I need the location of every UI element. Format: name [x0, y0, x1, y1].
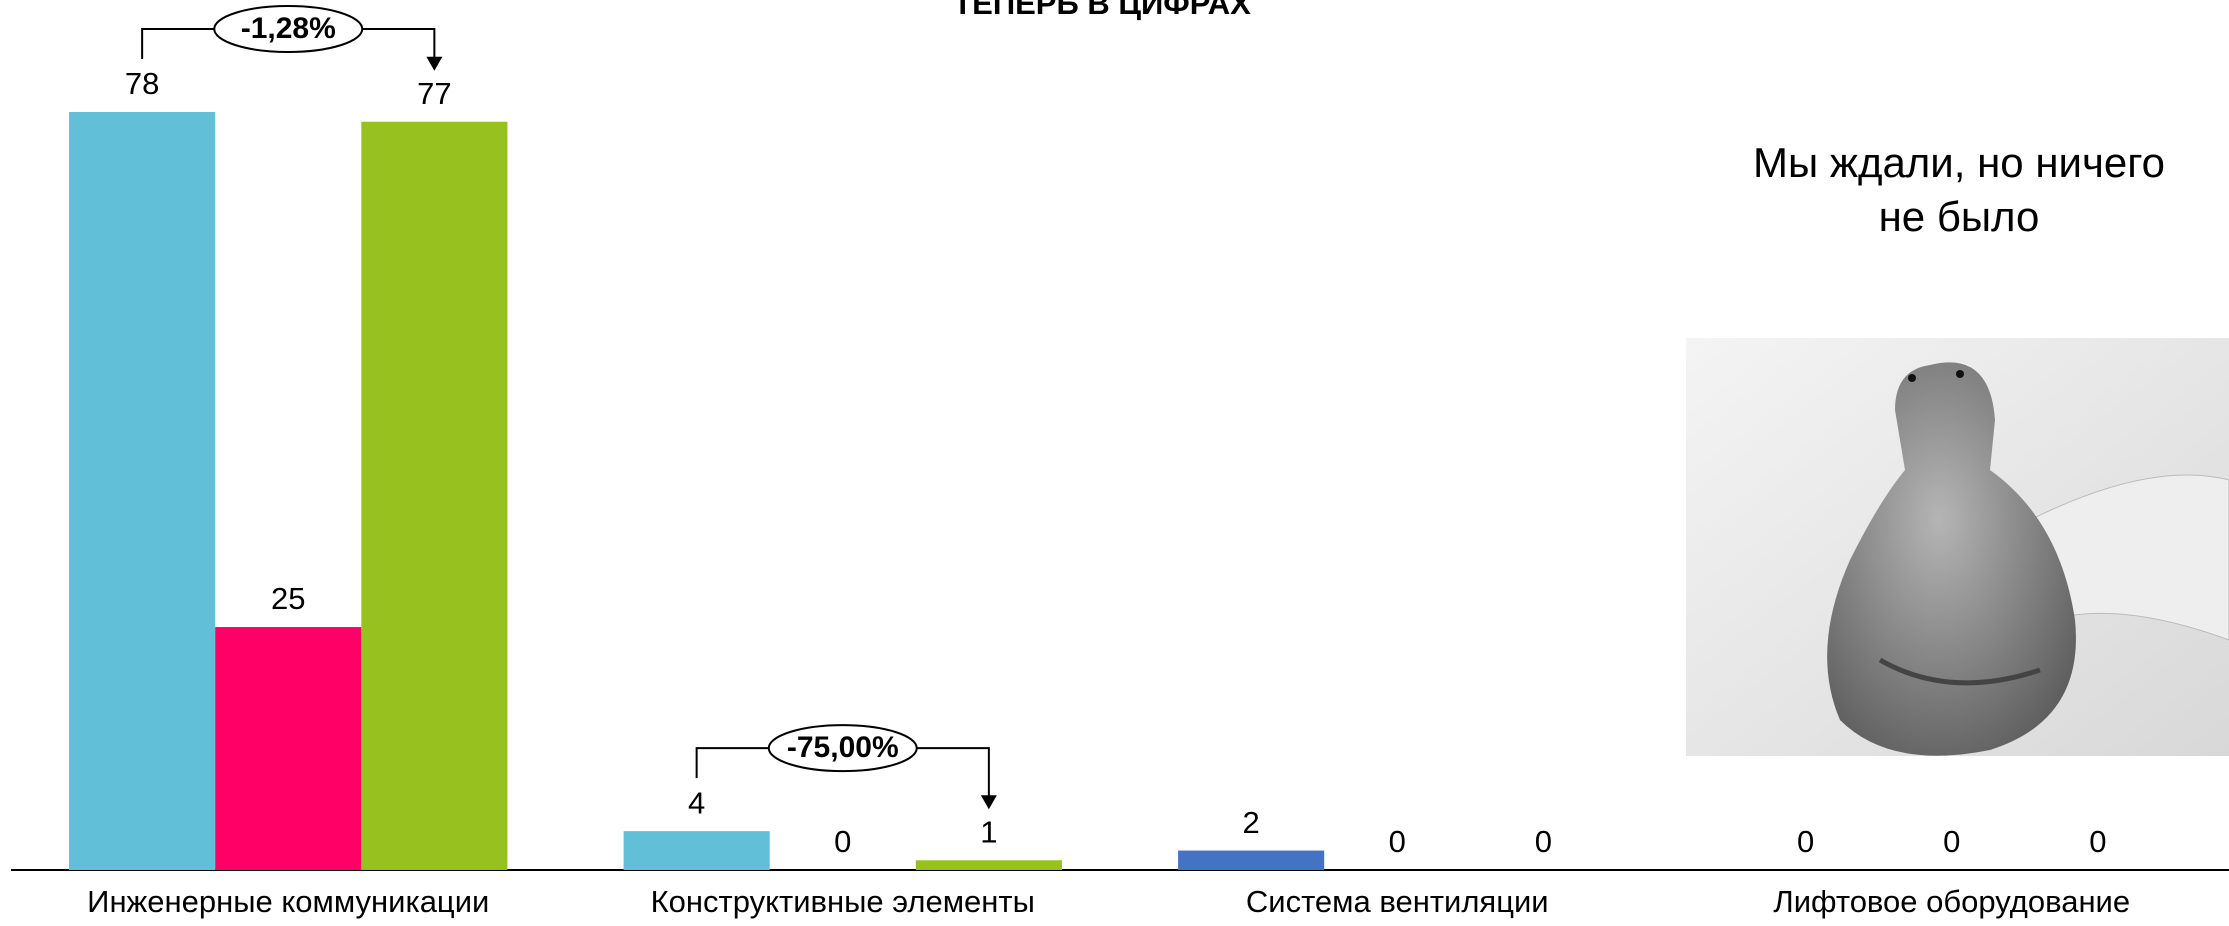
bar	[916, 860, 1062, 870]
value-label: 25	[271, 581, 305, 616]
value-label: 1	[980, 814, 997, 849]
bar	[215, 627, 361, 870]
value-label: 0	[2089, 824, 2106, 859]
photo	[1686, 338, 2229, 756]
annotation-label: -75,00%	[787, 731, 899, 764]
value-label: 0	[1943, 824, 1960, 859]
value-label: 0	[1389, 824, 1406, 859]
value-label: 0	[834, 824, 851, 859]
value-label: 2	[1243, 805, 1260, 840]
x-tick-label: Лифтовое оборудование	[1773, 884, 2130, 919]
bar	[69, 112, 215, 870]
x-tick-label: Система вентиляции	[1246, 884, 1549, 919]
annotation-arrow	[426, 57, 442, 71]
photo-eye	[1956, 370, 1964, 378]
value-label: 4	[688, 785, 705, 820]
value-label: 78	[125, 66, 159, 101]
annotation-arrow	[981, 795, 997, 809]
bar	[361, 122, 507, 870]
value-label: 0	[1797, 824, 1814, 859]
photo-eye	[1908, 374, 1916, 382]
chart: ТЕПЕРЬ В ЦИФРАХ Мы ждали, но ничего не б…	[0, 0, 2229, 926]
chart-title: ТЕПЕРЬ В ЦИФРАХ	[953, 0, 1251, 21]
x-tick-label: Конструктивные элементы	[651, 884, 1035, 919]
bar	[624, 831, 770, 870]
note-line: Мы ждали, но ничего	[1753, 139, 2165, 186]
value-label: 77	[417, 76, 451, 111]
value-label: 0	[1535, 824, 1552, 859]
bar	[1178, 851, 1324, 870]
note-line: не было	[1879, 193, 2040, 240]
page: ТЕПЕРЬ В ЦИФРАХ Мы ждали, но ничего не б…	[0, 0, 2229, 926]
x-tick-label: Инженерные коммуникации	[87, 884, 489, 919]
annotation-label: -1,28%	[241, 12, 336, 45]
